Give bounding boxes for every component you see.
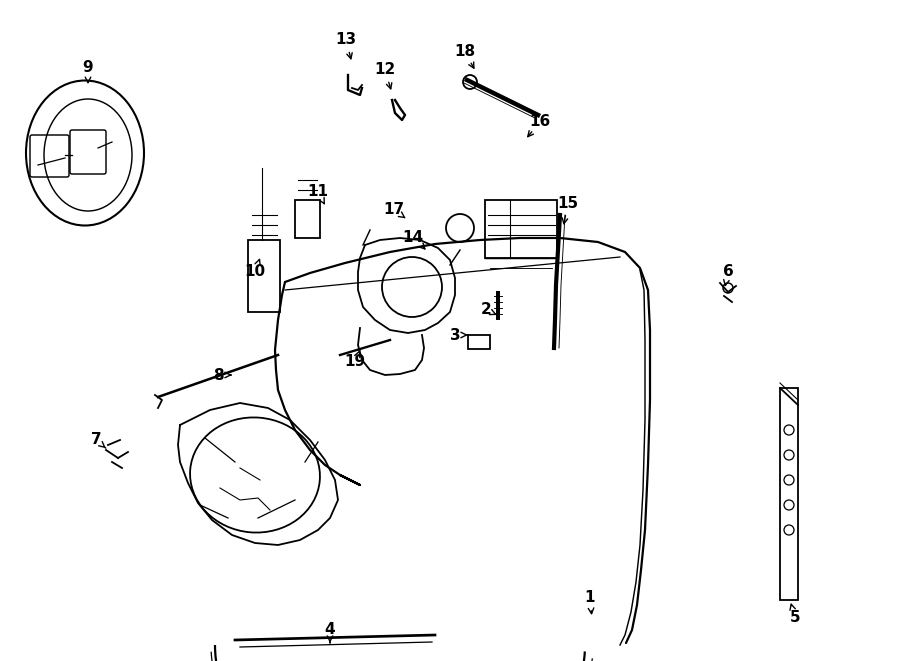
Text: 15: 15 — [557, 196, 579, 210]
Text: 3: 3 — [450, 327, 460, 342]
Bar — [468, 335, 490, 349]
Text: 7: 7 — [91, 432, 102, 447]
Text: 1: 1 — [585, 590, 595, 605]
Text: 13: 13 — [336, 32, 356, 48]
Text: 12: 12 — [374, 63, 396, 77]
Text: 19: 19 — [345, 354, 365, 369]
Text: 8: 8 — [212, 368, 223, 383]
Text: 14: 14 — [402, 229, 424, 245]
Bar — [248, 240, 280, 312]
Text: 16: 16 — [529, 114, 551, 130]
Bar — [780, 388, 798, 600]
Text: 17: 17 — [383, 202, 405, 217]
Text: 5: 5 — [789, 611, 800, 625]
Text: 11: 11 — [308, 184, 328, 200]
Bar — [295, 200, 320, 238]
Text: 18: 18 — [454, 44, 475, 59]
Bar — [485, 200, 557, 258]
Text: 9: 9 — [83, 61, 94, 75]
Text: 6: 6 — [723, 264, 734, 280]
Text: 2: 2 — [481, 303, 491, 317]
Text: 4: 4 — [325, 623, 336, 637]
Text: 10: 10 — [245, 264, 266, 280]
